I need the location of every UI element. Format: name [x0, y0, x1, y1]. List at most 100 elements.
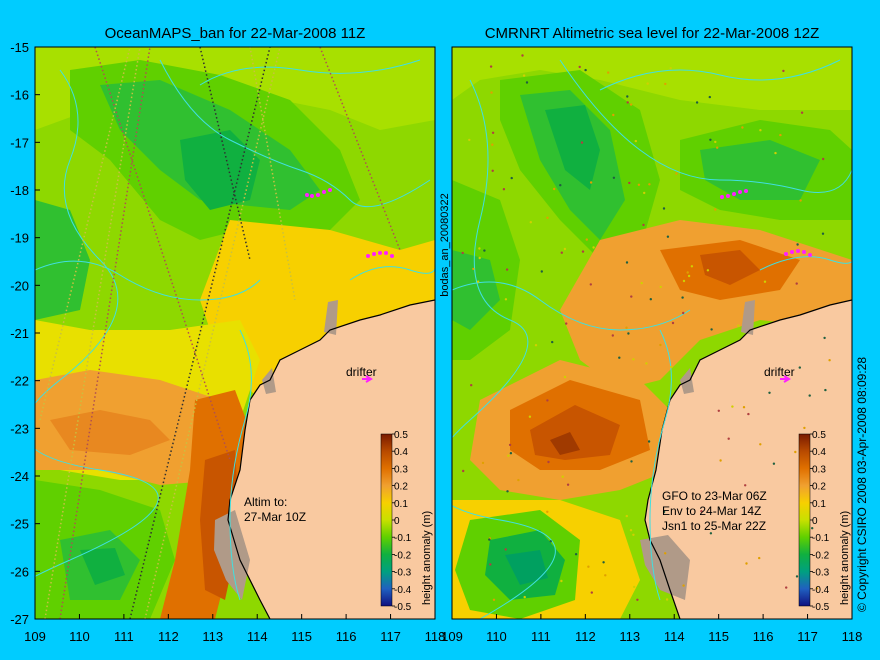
observation-marker	[768, 391, 771, 394]
observation-marker	[666, 235, 670, 238]
observation-marker	[521, 54, 524, 57]
observation-marker	[523, 595, 526, 599]
y-tick-label: -18	[10, 183, 29, 198]
observation-marker	[803, 426, 806, 430]
observation-marker	[491, 169, 494, 172]
colorbar-tick-label: 0.5	[812, 430, 826, 441]
y-tick-label: -26	[10, 564, 29, 579]
observation-marker	[659, 343, 662, 347]
observation-marker	[808, 394, 811, 397]
observation-marker	[625, 514, 628, 518]
observation-marker	[632, 533, 635, 536]
observation-marker	[665, 598, 669, 601]
observation-marker	[481, 461, 485, 465]
observation-marker	[491, 143, 494, 146]
observation-marker	[563, 247, 567, 251]
left-colorbar-label: height anomaly (m)	[421, 511, 433, 605]
run-id-label: bodas_an_20080322	[439, 193, 451, 296]
observation-marker	[795, 282, 798, 285]
observation-marker	[742, 406, 746, 409]
y-tick-label: -23	[10, 421, 29, 436]
left-drifter-label: drifter	[346, 365, 377, 379]
observation-marker	[546, 510, 549, 513]
observation-marker	[508, 443, 512, 447]
observation-marker	[566, 483, 570, 486]
observation-marker	[483, 249, 486, 252]
observation-marker	[758, 556, 761, 560]
x-tick-label: 116	[753, 629, 774, 644]
observation-marker	[640, 281, 643, 285]
x-tick-label: 109	[441, 629, 463, 644]
observation-marker	[578, 65, 581, 69]
right-panel-title: CMRNRT Altimetric sea level for 22-Mar-2…	[485, 25, 820, 42]
x-tick-label: 114	[247, 629, 268, 644]
observation-marker	[604, 574, 607, 577]
x-tick-label: 115	[291, 629, 312, 644]
observation-marker	[682, 584, 685, 587]
x-tick-label: 117	[380, 629, 401, 644]
observation-marker	[714, 208, 717, 211]
observation-marker	[719, 459, 722, 462]
observation-marker	[602, 561, 605, 564]
colorbar-tick-label: 0.3	[394, 464, 408, 475]
right-annotation-line-2: Env to 24-Mar 14Z	[662, 504, 761, 518]
observation-marker	[565, 322, 568, 325]
observation-marker	[774, 151, 777, 155]
observation-marker	[472, 267, 475, 271]
observation-marker	[695, 101, 699, 104]
observation-marker	[507, 454, 510, 457]
observation-marker	[709, 532, 713, 535]
colorbar-tick-label: -0.4	[812, 585, 830, 596]
observation-marker	[633, 585, 636, 589]
observation-marker	[706, 269, 710, 272]
observation-marker	[632, 358, 635, 361]
observation-marker	[589, 283, 592, 286]
observation-marker	[747, 412, 750, 416]
observation-marker	[590, 591, 593, 594]
observation-marker	[504, 548, 507, 551]
observation-marker	[628, 181, 631, 185]
observation-marker	[648, 183, 651, 186]
observation-marker	[584, 68, 587, 72]
observation-marker	[585, 238, 588, 241]
y-tick-label: -24	[10, 469, 29, 484]
observation-marker	[581, 250, 585, 253]
observation-marker	[580, 141, 584, 144]
observation-marker	[649, 298, 652, 301]
y-tick-label: -22	[10, 374, 29, 389]
left-colorbar: 0.5 0.4 0.3 0.2 0.1 0 -0.1 -0.2 -0.3 -0.4 -0.5 hei…	[380, 430, 433, 613]
right-colorbar: 0.5 0.4 0.3 0.2 0.1 0 -0.1 -0.2 -0.3 -0.4 -0.5 hei…	[798, 430, 851, 613]
colorbar-tick-label: 0.2	[812, 482, 826, 493]
observation-marker	[505, 268, 509, 271]
x-axis-right: 109 110 111 112 113 114 115 116 117 118	[441, 614, 862, 644]
observation-marker	[662, 510, 666, 514]
observation-marker	[675, 172, 678, 175]
y-axis-left: -15 -16 -17 -18 -19 -20 -21 -22 -23 -24 -25 -26 -27	[10, 40, 40, 627]
colorbar-tick-label: -0.1	[394, 533, 412, 544]
right-colorbar-label: height anomaly (m)	[839, 511, 851, 605]
observation-marker	[611, 334, 614, 337]
observation-marker	[563, 375, 567, 379]
x-tick-label: 114	[664, 629, 685, 644]
x-tick-label: 113	[619, 629, 640, 644]
observation-marker	[549, 540, 552, 543]
observation-marker	[824, 388, 827, 392]
colorbar-tick-label: -0.2	[394, 550, 412, 561]
observation-marker	[823, 336, 826, 340]
colorbar-tick-label: 0.2	[394, 482, 408, 493]
right-map: drifter GFO to 23-Mar 06Z Env to 24-Mar …	[452, 47, 852, 619]
observation-marker	[681, 296, 684, 299]
observation-marker	[659, 285, 662, 289]
observation-marker	[509, 452, 513, 455]
observation-marker	[636, 598, 639, 601]
observation-marker	[560, 579, 563, 583]
observation-marker	[553, 187, 556, 191]
observation-marker	[618, 356, 621, 359]
observation-marker	[468, 138, 471, 142]
observation-marker	[745, 562, 748, 565]
observation-marker	[759, 129, 762, 132]
x-tick-label: 117	[797, 629, 818, 644]
colorbar-tick-label: 0.4	[394, 447, 408, 458]
observation-marker	[759, 443, 762, 446]
